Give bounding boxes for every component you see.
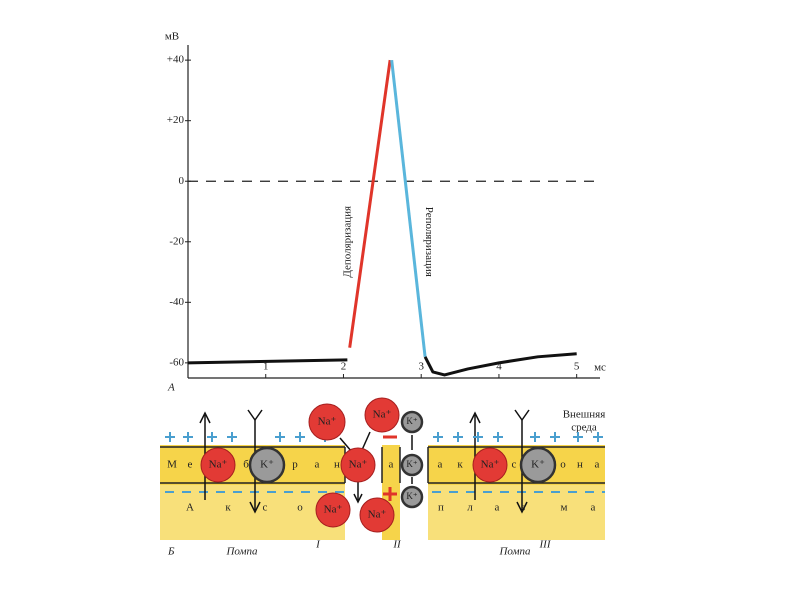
- positive-charge: [573, 432, 583, 442]
- positive-charge: [550, 432, 560, 442]
- positive-charge: [493, 432, 503, 442]
- outside-label: Внешняя: [563, 409, 606, 421]
- membrane-letter: к: [457, 459, 463, 471]
- axoplasm-left: [160, 485, 345, 540]
- membrane-letter: М: [167, 459, 177, 471]
- membrane-letter: о: [560, 459, 566, 471]
- membrane-letter: а: [438, 459, 443, 471]
- positive-charge: [295, 432, 305, 442]
- axoplasm-letter: п: [438, 502, 444, 514]
- ion: [248, 446, 286, 484]
- x-tick-label: 1: [263, 361, 269, 373]
- ion-label: K⁺: [406, 491, 417, 501]
- ion-label: Na⁺: [373, 409, 392, 421]
- caption: III: [539, 539, 552, 551]
- axoplasm-letter: с: [263, 502, 268, 514]
- y-tick-label: -40: [169, 296, 184, 308]
- ion: [359, 497, 395, 533]
- ion: [400, 485, 424, 509]
- ion-label: K⁺: [260, 459, 274, 471]
- series-line: [187, 358, 348, 365]
- positive-charge: [227, 432, 237, 442]
- x-tick-label: 4: [496, 361, 502, 373]
- positive-charge: [530, 432, 540, 442]
- y-tick-label: 0: [179, 175, 185, 187]
- y-axis-label: мВ: [165, 31, 179, 43]
- membrane-letter: б: [243, 459, 249, 471]
- series-line: [390, 59, 427, 357]
- axoplasm-letter: з: [521, 502, 525, 514]
- axoplasm-letter: о: [297, 502, 303, 514]
- ion-label: Na⁺: [481, 459, 500, 471]
- membrane-letter: а: [595, 459, 600, 471]
- ion-label: Na⁺: [209, 459, 228, 471]
- positive-charge: [183, 432, 193, 442]
- ion: [308, 403, 346, 441]
- x-tick-label: 2: [341, 361, 347, 373]
- x-tick-label: 3: [418, 361, 424, 373]
- positive-charge: [593, 432, 603, 442]
- ion: [340, 447, 376, 483]
- y-tick-label: +20: [167, 114, 185, 126]
- membrane-letter: р: [292, 459, 298, 471]
- ion-label: K⁺: [406, 459, 417, 469]
- membrane-letter: с: [512, 459, 517, 471]
- membrane-letter: е: [188, 459, 193, 471]
- positive-charge: [453, 432, 463, 442]
- y-tick-label: +40: [167, 54, 185, 66]
- series-label: Реполяризация: [423, 207, 435, 277]
- membrane-letter: н: [577, 459, 583, 471]
- caption: Помпа: [225, 546, 258, 558]
- ion-label: K⁺: [531, 459, 545, 471]
- outside-label: среда: [571, 422, 597, 434]
- ion: [400, 453, 424, 477]
- axoplasm-letter: м: [561, 502, 568, 514]
- positive-charge: [433, 432, 443, 442]
- caption: II: [392, 539, 402, 551]
- caption: I: [315, 539, 321, 551]
- ion-label: Na⁺: [349, 459, 368, 471]
- positive-charge: [207, 432, 217, 442]
- caption: Помпа: [498, 546, 531, 558]
- ion: [364, 397, 400, 433]
- series-line: [423, 352, 577, 377]
- series-line: [348, 59, 392, 348]
- channel-charges: [383, 435, 397, 501]
- positive-charge: [473, 432, 483, 442]
- ion: [519, 446, 557, 484]
- positive-charge: [165, 432, 175, 442]
- axoplasm-right: [428, 485, 605, 540]
- panel-label: Б: [167, 546, 175, 558]
- ion: [400, 410, 424, 434]
- ion-label: K⁺: [406, 416, 417, 426]
- panel-label: А: [167, 382, 175, 394]
- axoplasm-letter: а: [495, 502, 500, 514]
- ion: [200, 447, 236, 483]
- axoplasm-letter: А: [186, 502, 194, 514]
- ion-label: Na⁺: [318, 416, 337, 428]
- axoplasm-letter: к: [225, 502, 231, 514]
- membrane-letter: а: [389, 459, 394, 471]
- axoplasm-letter: а: [591, 502, 596, 514]
- ion-label: Na⁺: [368, 509, 387, 521]
- positive-charge: [275, 432, 285, 442]
- membrane-letter: а: [315, 459, 320, 471]
- x-axis-label: мс: [594, 362, 606, 374]
- axoplasm-letter: л: [467, 502, 473, 514]
- y-tick-label: -20: [169, 235, 184, 247]
- x-tick-label: 5: [574, 361, 580, 373]
- ion-label: Na⁺: [324, 504, 343, 516]
- membrane-diagram: [160, 409, 605, 540]
- ion: [315, 492, 351, 528]
- y-tick-label: -60: [169, 356, 184, 368]
- series-label: Деполяризация: [341, 206, 353, 278]
- membrane-letter: н: [334, 459, 340, 471]
- ion: [472, 447, 508, 483]
